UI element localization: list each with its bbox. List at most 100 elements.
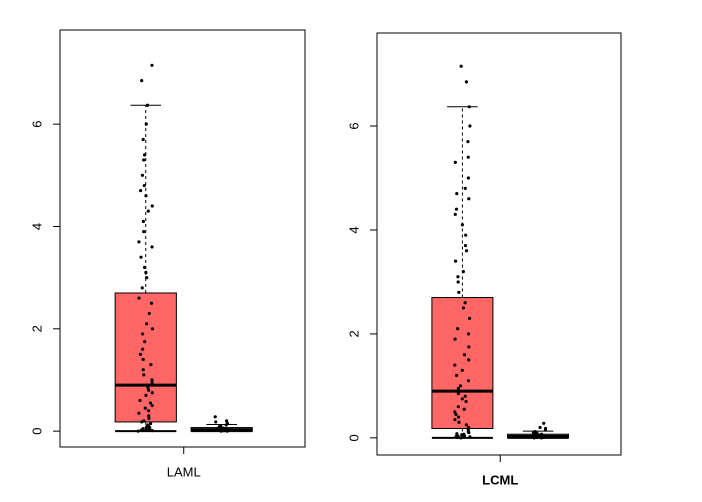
point	[224, 419, 229, 423]
y-tick-label: 4	[29, 223, 44, 230]
point	[456, 392, 461, 396]
y-tick-label: 2	[346, 330, 361, 337]
point	[453, 337, 457, 341]
point	[467, 197, 471, 201]
point	[141, 368, 145, 372]
point	[454, 373, 459, 378]
point	[141, 219, 145, 223]
point	[460, 397, 464, 401]
point	[218, 424, 222, 428]
x-axis-label: LAML	[167, 464, 201, 479]
point	[468, 124, 472, 128]
point	[453, 212, 457, 216]
point	[145, 322, 149, 326]
y-tick-label: 4	[346, 226, 361, 233]
point	[453, 259, 458, 263]
point	[150, 327, 155, 331]
y-tick-label: 2	[29, 325, 44, 332]
point	[464, 249, 469, 253]
point	[214, 420, 218, 424]
point	[144, 122, 148, 126]
point	[144, 194, 148, 198]
point	[136, 429, 140, 433]
point	[150, 403, 154, 408]
point	[462, 432, 466, 436]
point	[141, 332, 145, 336]
point	[150, 380, 154, 385]
point	[147, 414, 151, 418]
point	[467, 105, 471, 109]
point	[213, 415, 217, 419]
box	[114, 292, 177, 423]
point	[142, 153, 147, 157]
point	[453, 418, 457, 422]
point	[137, 240, 141, 244]
point	[454, 412, 458, 417]
point	[146, 386, 150, 390]
point	[467, 358, 471, 362]
point	[149, 363, 153, 367]
point	[143, 339, 147, 344]
point	[461, 269, 465, 274]
point	[144, 393, 148, 397]
point	[463, 243, 468, 248]
point	[466, 379, 471, 383]
point	[462, 407, 466, 411]
point	[462, 353, 467, 357]
x-axis-label: LCML	[482, 472, 518, 487]
point	[459, 436, 463, 440]
point	[460, 368, 464, 372]
point	[543, 426, 548, 431]
point	[539, 432, 544, 436]
point	[538, 425, 542, 430]
point	[455, 191, 459, 196]
point	[148, 401, 153, 405]
point	[456, 405, 460, 409]
point	[138, 352, 143, 356]
point	[150, 63, 154, 67]
point	[459, 64, 463, 68]
plot-frame	[376, 32, 622, 456]
point	[466, 176, 470, 180]
point	[137, 296, 141, 300]
point	[467, 425, 471, 430]
box	[431, 297, 494, 429]
point	[150, 378, 154, 382]
point	[463, 301, 467, 305]
point	[225, 421, 230, 426]
point	[463, 394, 467, 398]
point	[458, 384, 463, 388]
point	[457, 420, 461, 424]
point	[453, 363, 457, 367]
point	[137, 411, 141, 415]
point	[141, 347, 145, 351]
point	[460, 223, 464, 227]
point	[464, 233, 468, 237]
point	[466, 155, 470, 159]
point	[457, 290, 461, 294]
point	[456, 415, 461, 419]
point	[140, 286, 144, 290]
point	[144, 270, 148, 275]
point	[141, 137, 145, 142]
point	[455, 432, 459, 436]
point	[141, 357, 145, 362]
point	[150, 391, 154, 395]
point	[456, 327, 460, 331]
y-tick-label: 0	[346, 434, 361, 441]
y-tick-label: 6	[29, 121, 44, 128]
point	[226, 428, 231, 432]
point	[461, 306, 465, 310]
point	[464, 399, 468, 404]
point	[147, 416, 151, 420]
point	[146, 209, 150, 213]
point	[453, 410, 457, 414]
point	[453, 160, 457, 165]
point	[149, 301, 154, 305]
point	[140, 173, 145, 177]
point	[464, 423, 468, 427]
point	[466, 332, 471, 336]
point	[142, 229, 146, 234]
point	[141, 426, 145, 431]
